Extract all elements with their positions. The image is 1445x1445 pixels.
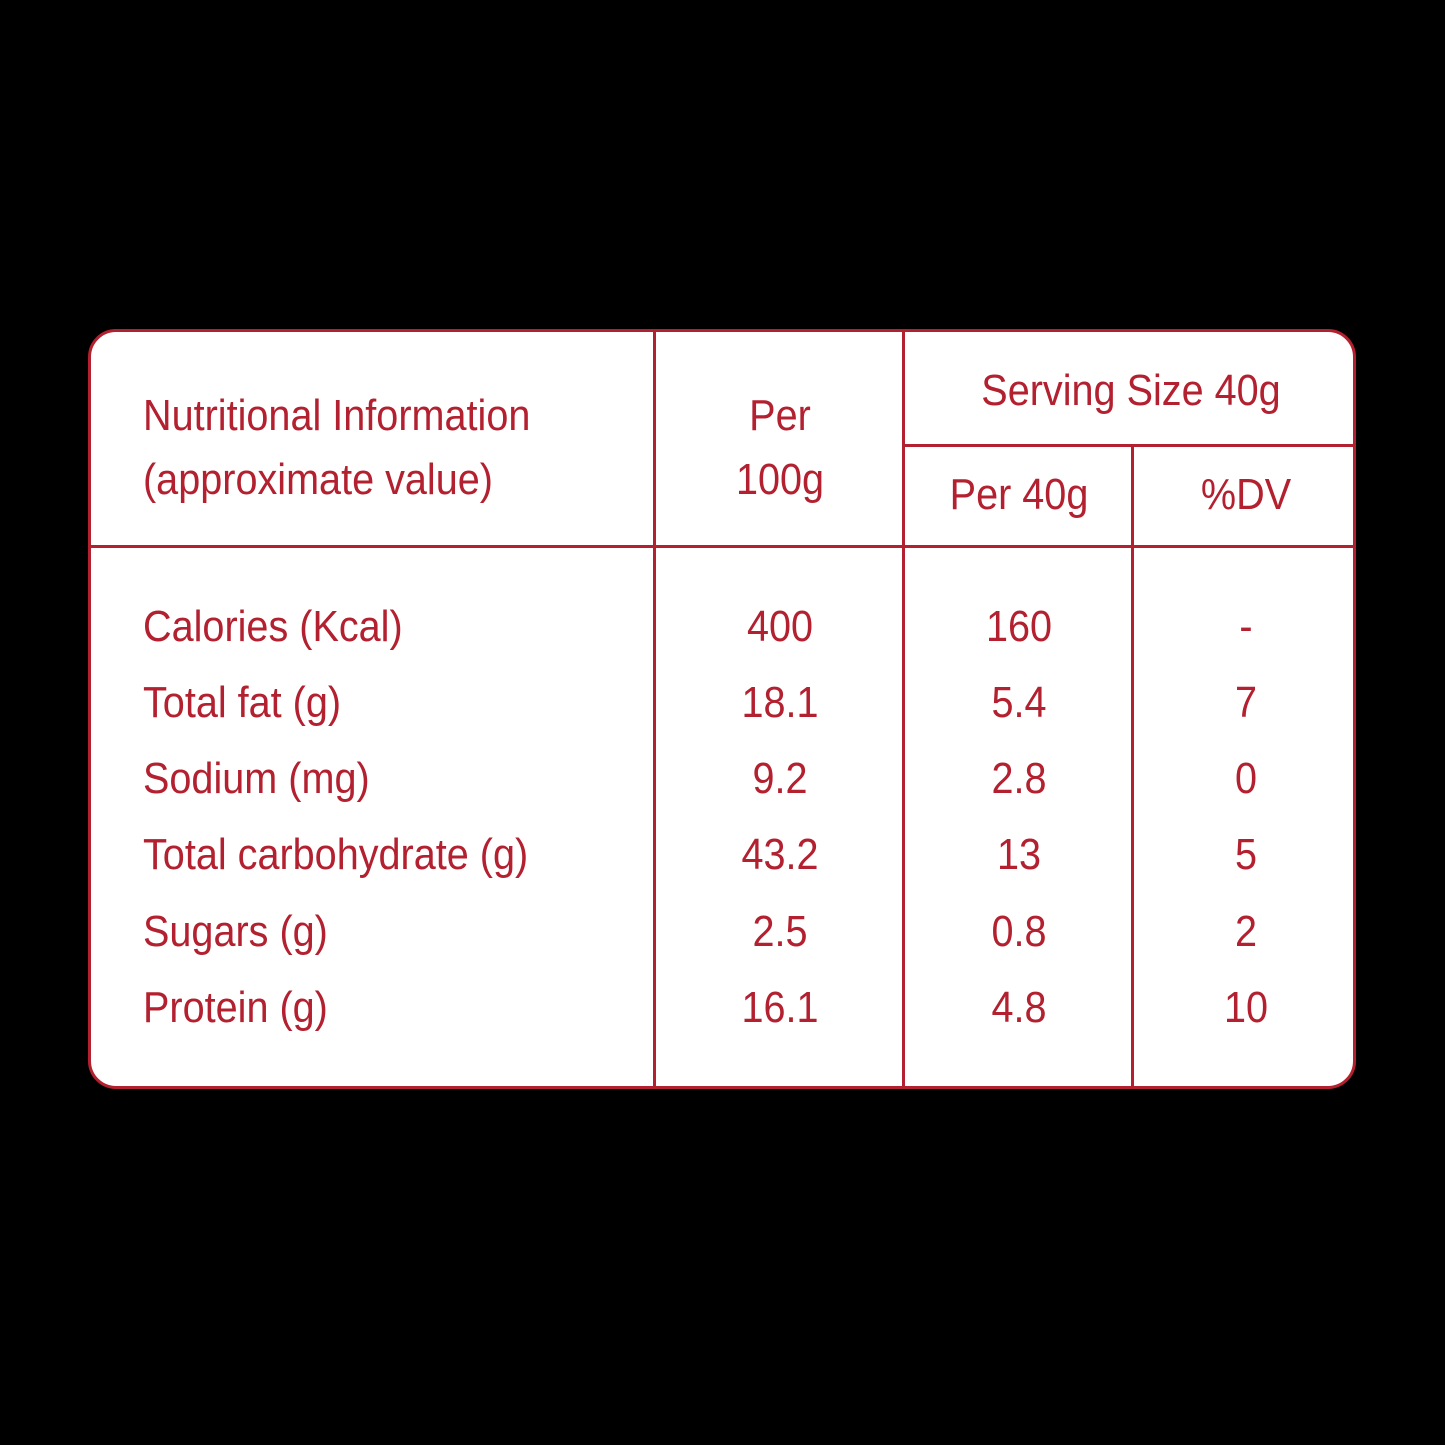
serving-size-divider: [902, 444, 1353, 447]
row-per40: 13: [996, 830, 1042, 879]
header-title: Nutritional Information (approximate val…: [143, 384, 530, 512]
row-per40: 5.4: [991, 678, 1047, 727]
column-divider-1: [653, 332, 656, 1086]
row-label: Total fat (g): [143, 678, 342, 727]
row-per40: 2.8: [991, 754, 1047, 803]
header-title-line1: Nutritional Information: [143, 391, 531, 440]
row-per100: 2.5: [752, 907, 808, 956]
row-dv: 2: [1234, 907, 1258, 956]
header-divider: [91, 545, 1353, 548]
row-per100: 43.2: [741, 830, 819, 879]
column-divider-2: [902, 332, 905, 1086]
per-100g-header: Per 100g: [736, 384, 824, 512]
row-per100: 16.1: [741, 983, 819, 1032]
per-40g-header: Per 40g: [949, 470, 1089, 519]
row-per100: 400: [746, 602, 814, 651]
row-label: Calories (Kcal): [143, 602, 403, 651]
header-title-line2: (approximate value): [143, 455, 493, 504]
row-per100: 9.2: [752, 754, 808, 803]
row-dv: 5: [1234, 830, 1258, 879]
row-per40: 4.8: [991, 983, 1047, 1032]
dv-header: %DV: [1200, 470, 1292, 519]
nutrition-table: Nutritional Information (approximate val…: [88, 329, 1356, 1089]
serving-size-header: Serving Size 40g: [981, 366, 1281, 415]
row-dv: 0: [1234, 754, 1258, 803]
column-divider-3: [1131, 445, 1134, 1086]
row-label: Sugars (g): [143, 907, 328, 956]
per-100g-line1: Per: [749, 391, 811, 440]
per-100g-line2: 100g: [735, 455, 825, 504]
row-label: Protein (g): [143, 983, 328, 1032]
row-dv: 7: [1234, 678, 1258, 727]
row-per40: 0.8: [991, 907, 1047, 956]
row-dv: -: [1239, 602, 1253, 651]
row-label: Sodium (mg): [143, 754, 370, 803]
row-per100: 18.1: [741, 678, 819, 727]
row-dv: 10: [1223, 983, 1269, 1032]
row-per40: 160: [985, 602, 1053, 651]
row-label: Total carbohydrate (g): [143, 830, 529, 879]
